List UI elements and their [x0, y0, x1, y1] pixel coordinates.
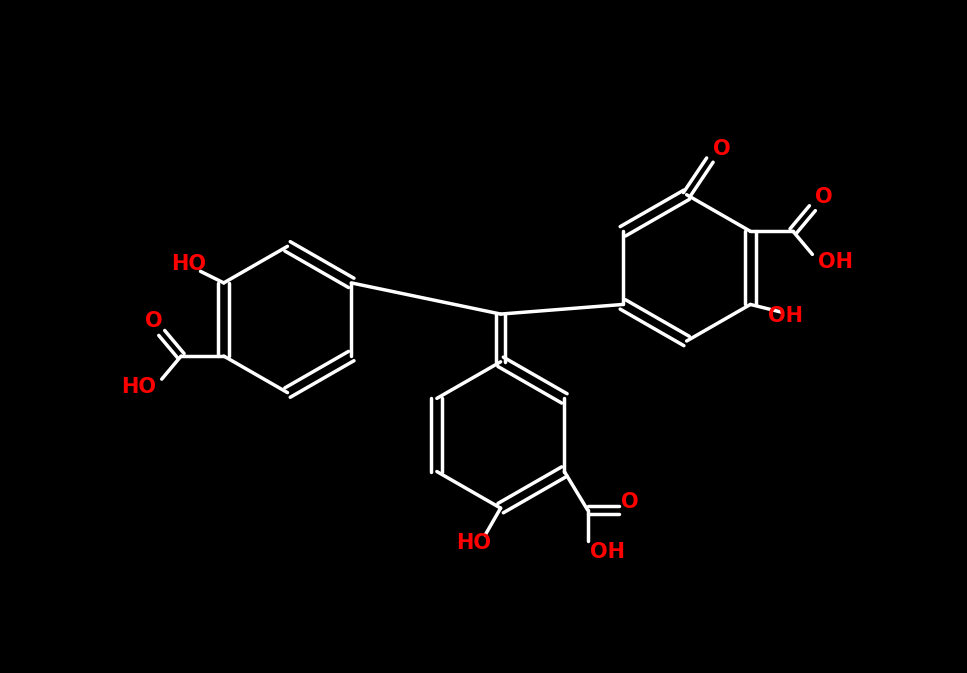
Text: O: O	[713, 139, 730, 159]
Text: HO: HO	[171, 254, 206, 274]
Text: HO: HO	[456, 533, 491, 553]
Text: OH: OH	[590, 542, 625, 563]
Text: HO: HO	[121, 377, 156, 397]
Text: O: O	[622, 493, 639, 512]
Text: O: O	[815, 186, 833, 207]
Text: OH: OH	[818, 252, 853, 272]
Text: OH: OH	[768, 306, 803, 326]
Text: O: O	[145, 312, 162, 331]
